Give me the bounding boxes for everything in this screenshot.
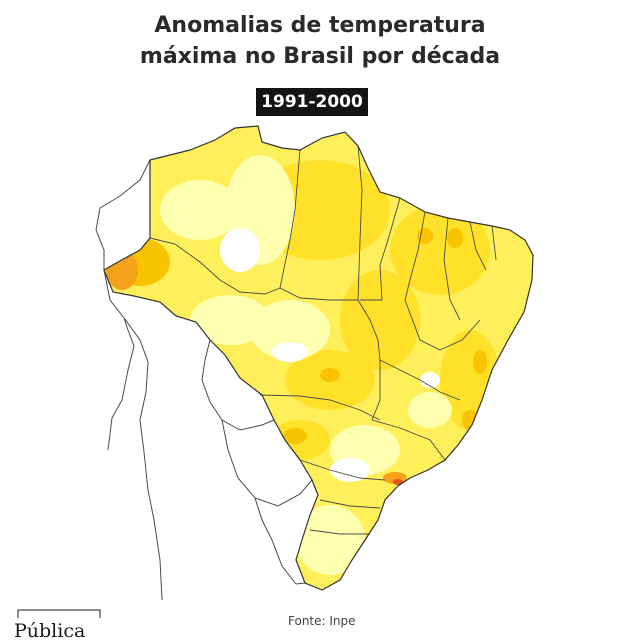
source-note: Fonte: Inpe <box>288 614 356 628</box>
chart-title: Anomalias de temperatura máxima no Brasi… <box>0 10 640 72</box>
anomaly-fill <box>104 126 533 590</box>
state-borders <box>149 145 497 535</box>
title-line-2: máxima no Brasil por década <box>139 44 501 69</box>
brazil-border <box>103 125 534 591</box>
logo-text: Pública <box>14 620 86 642</box>
publica-logo: Pública <box>14 602 104 642</box>
brazil-anomaly-map <box>95 125 534 601</box>
logo-bracket-icon <box>17 609 101 618</box>
title-line-1: Anomalias de temperatura <box>154 13 486 38</box>
neighbor-borders <box>95 159 313 601</box>
decade-badge: 1991-2000 <box>256 88 368 116</box>
